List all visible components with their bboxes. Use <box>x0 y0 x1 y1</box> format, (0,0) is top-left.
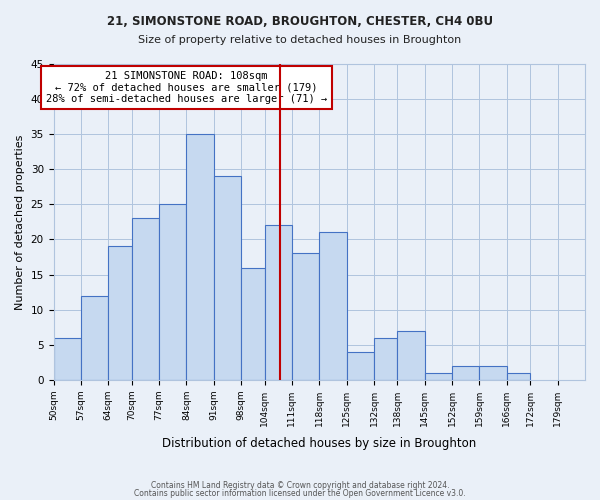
X-axis label: Distribution of detached houses by size in Broughton: Distribution of detached houses by size … <box>162 437 476 450</box>
Bar <box>53 338 81 380</box>
Bar <box>347 352 374 380</box>
Bar <box>108 246 131 380</box>
Bar <box>507 373 530 380</box>
Text: Size of property relative to detached houses in Broughton: Size of property relative to detached ho… <box>139 35 461 45</box>
Text: 21 SIMONSTONE ROAD: 108sqm
← 72% of detached houses are smaller (179)
28% of sem: 21 SIMONSTONE ROAD: 108sqm ← 72% of deta… <box>46 71 327 104</box>
Bar <box>425 373 452 380</box>
Bar <box>81 296 108 380</box>
Bar <box>159 204 187 380</box>
Bar <box>374 338 397 380</box>
Bar <box>131 218 159 380</box>
Bar <box>265 226 292 380</box>
Bar <box>292 254 319 380</box>
Y-axis label: Number of detached properties: Number of detached properties <box>15 134 25 310</box>
Bar <box>397 330 425 380</box>
Text: Contains HM Land Registry data © Crown copyright and database right 2024.: Contains HM Land Registry data © Crown c… <box>151 481 449 490</box>
Bar <box>319 232 347 380</box>
Bar <box>187 134 214 380</box>
Text: Contains public sector information licensed under the Open Government Licence v3: Contains public sector information licen… <box>134 488 466 498</box>
Bar <box>241 268 265 380</box>
Bar <box>452 366 479 380</box>
Text: 21, SIMONSTONE ROAD, BROUGHTON, CHESTER, CH4 0BU: 21, SIMONSTONE ROAD, BROUGHTON, CHESTER,… <box>107 15 493 28</box>
Bar <box>214 176 241 380</box>
Bar <box>479 366 507 380</box>
